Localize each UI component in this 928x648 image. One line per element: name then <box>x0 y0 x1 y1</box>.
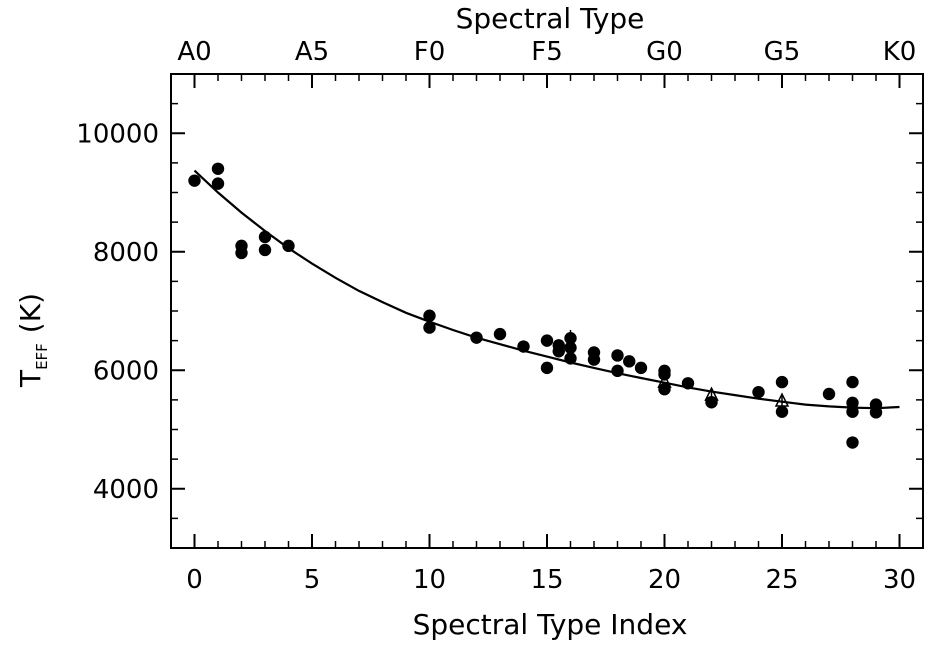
data-point <box>587 353 601 366</box>
data-point <box>564 352 577 365</box>
y-tick-label: 4000 <box>93 475 159 505</box>
data-point <box>258 230 272 244</box>
x-axis-title: Spectral Type Index <box>413 608 688 641</box>
data-point <box>493 327 507 341</box>
x-tick-label: 15 <box>530 565 563 595</box>
data-point <box>846 396 859 410</box>
data-point <box>235 246 248 260</box>
data-point <box>681 377 695 390</box>
data-point <box>611 349 624 362</box>
y-axis-title: TEFF (K) <box>14 293 51 388</box>
x-tick-label: 0 <box>186 565 203 595</box>
data-point <box>658 383 671 396</box>
data-point <box>623 355 636 368</box>
triangle-point <box>774 392 790 407</box>
top-tick-label: A5 <box>295 37 329 67</box>
top-tick-label: G5 <box>764 37 801 67</box>
data-point <box>423 309 436 322</box>
x-tick-label: 25 <box>765 565 798 595</box>
labels-layer: Spectral Type Spectral Type Index TEFF (K… <box>14 2 687 641</box>
data-point <box>634 361 648 375</box>
x-tick-label: 5 <box>304 565 321 595</box>
data-points-layer <box>188 162 883 449</box>
y-tick-label: 6000 <box>93 356 159 386</box>
data-point <box>822 387 836 401</box>
data-point <box>540 334 554 347</box>
data-point <box>188 174 201 187</box>
axes-layer: 0 5 10 15 20 25 30 A0 A5 F0 F5 G0 G5 K0 4000 6000 8000 10… <box>76 37 924 595</box>
data-point <box>846 405 859 418</box>
data-point <box>752 385 765 399</box>
x-tick-label: 20 <box>648 565 681 595</box>
triangle-point <box>657 373 672 388</box>
data-point <box>564 341 577 354</box>
data-point <box>552 345 565 358</box>
y-tick-label: 8000 <box>93 238 159 268</box>
data-point <box>211 162 225 175</box>
top-axis-title: Spectral Type <box>456 2 645 35</box>
data-point <box>517 340 530 353</box>
top-tick-label: F5 <box>531 37 563 67</box>
y-axis-title-main: T <box>14 369 47 388</box>
top-tick-label: F0 <box>414 37 446 67</box>
data-point <box>470 331 483 344</box>
data-point <box>211 177 225 190</box>
data-point <box>775 405 789 418</box>
y-axis-title-sub: EFF <box>33 343 51 370</box>
x-tick-label: 10 <box>413 565 446 595</box>
top-tick-label: K0 <box>883 37 917 67</box>
plot-frame <box>170 73 924 549</box>
data-point <box>540 361 554 375</box>
data-point <box>611 364 624 378</box>
data-point <box>846 436 859 449</box>
data-point <box>282 239 295 253</box>
top-tick-label: A0 <box>177 37 211 67</box>
y-axis-title-unit: (K) <box>14 293 47 333</box>
data-point <box>423 321 436 334</box>
data-point <box>775 375 789 389</box>
data-point <box>846 375 859 389</box>
x-tick-label: 30 <box>883 565 916 595</box>
svg-text:TEFF(K): TEFF (K) <box>14 293 51 388</box>
top-tick-label: G0 <box>646 37 683 67</box>
data-point <box>258 243 272 257</box>
y-tick-label: 10000 <box>76 119 159 149</box>
data-point <box>869 406 883 419</box>
